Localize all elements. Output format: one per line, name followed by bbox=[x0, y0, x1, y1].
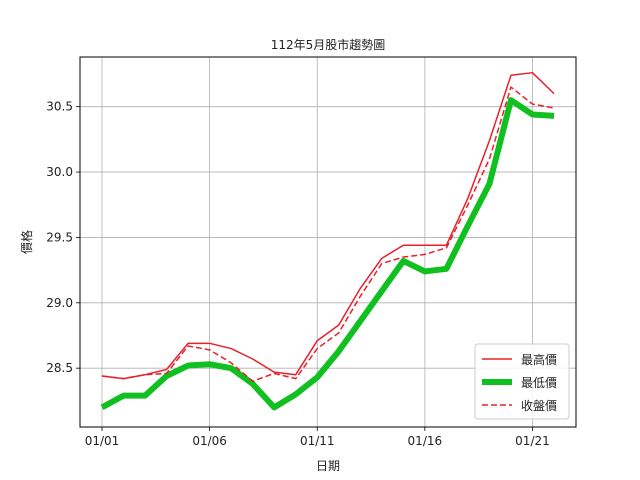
legend-label-low: 最低價 bbox=[521, 376, 557, 390]
y-tick-label: 30.5 bbox=[46, 100, 73, 114]
series-line-low bbox=[100, 97, 555, 411]
y-tick-label: 29.5 bbox=[46, 230, 73, 244]
y-tick-label: 28.5 bbox=[46, 361, 73, 375]
x-tick-label: 01/16 bbox=[408, 434, 443, 448]
series-layer bbox=[100, 71, 555, 411]
legend-label-high: 最高價 bbox=[521, 352, 557, 367]
y-tick-label: 30.0 bbox=[46, 165, 73, 179]
tick-layer: 01/01 01/06 01/11 01/16 01/21 28.5 29.0 29.5 30.… bbox=[46, 100, 549, 448]
y-axis-label: 價格 bbox=[19, 230, 34, 254]
legend: 最高價 最低價 收盤價 bbox=[474, 343, 570, 420]
chart-title: 112年5月股市趨勢圖 bbox=[271, 37, 386, 52]
x-tick-label: 01/06 bbox=[192, 434, 227, 448]
plot-frame bbox=[79, 56, 577, 428]
x-axis-label: 日期 bbox=[316, 459, 340, 473]
legend-box bbox=[474, 343, 570, 420]
x-tick-label: 01/01 bbox=[85, 434, 120, 448]
series-line-close bbox=[101, 86, 555, 382]
series-line-high bbox=[101, 71, 555, 380]
legend-label-close: 收盤價 bbox=[521, 399, 557, 413]
x-tick-label: 01/11 bbox=[300, 434, 335, 448]
x-tick-label: 01/21 bbox=[515, 434, 550, 448]
y-tick-label: 29.0 bbox=[46, 296, 73, 310]
